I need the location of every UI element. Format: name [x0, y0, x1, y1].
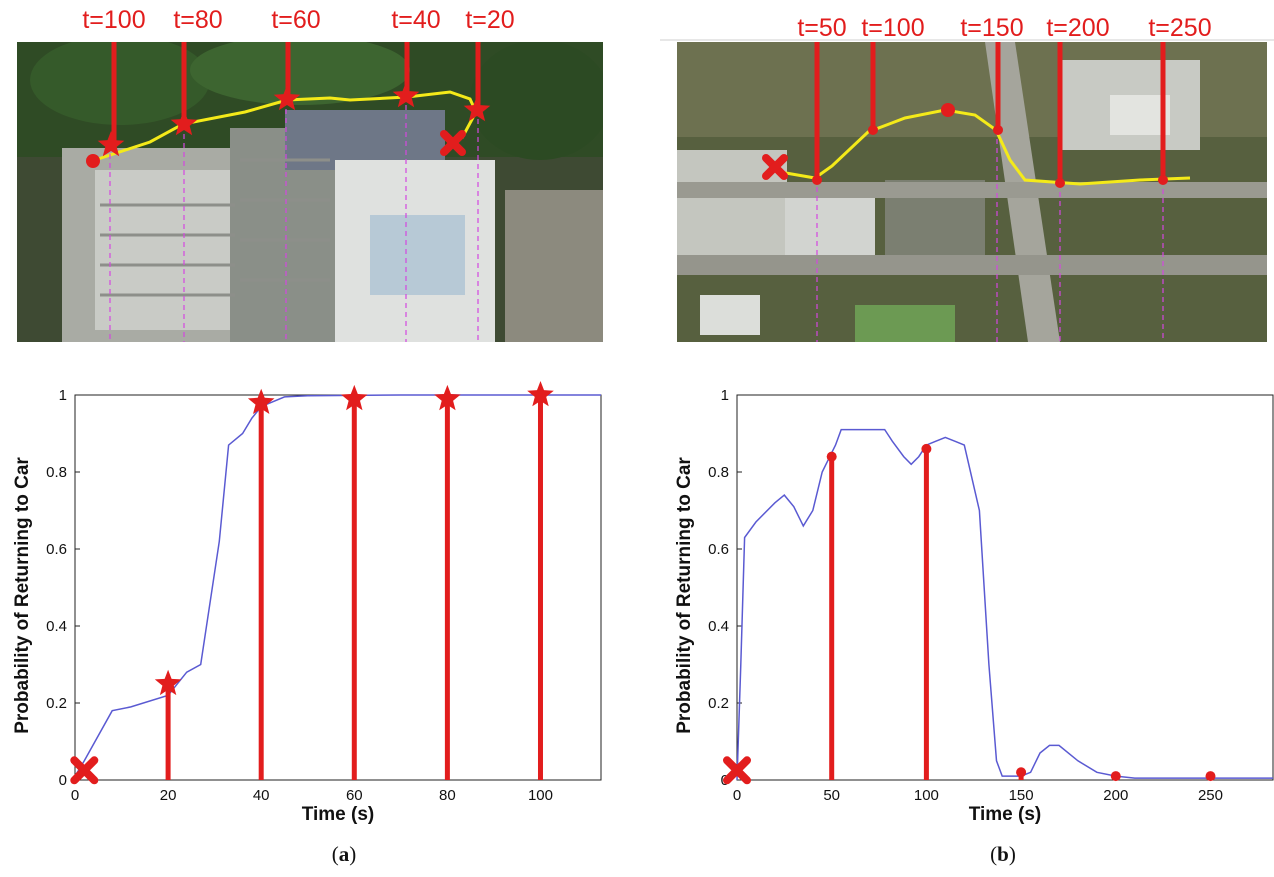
- x-tick-label: 0: [733, 787, 741, 804]
- x-axis-label: Time (s): [969, 804, 1042, 825]
- event-dot-marker: [1205, 771, 1216, 782]
- aerial-map-b: [677, 42, 1267, 342]
- y-tick-label: 0.8: [46, 464, 67, 481]
- y-tick-label: 0.4: [708, 618, 729, 635]
- x-tick-label: 20: [160, 787, 177, 804]
- y-tick-label: 0.2: [708, 695, 729, 712]
- map-time-label: t=80: [173, 6, 222, 34]
- y-tick-label: 0.8: [708, 464, 729, 481]
- star-marker: [392, 82, 420, 108]
- map-time-label: t=20: [465, 6, 514, 34]
- caption-a: (a): [332, 842, 357, 866]
- end-dot-marker: [86, 154, 100, 168]
- y-axis-label: Probability of Returning to Car: [12, 457, 33, 734]
- start-cross-marker: [723, 756, 751, 785]
- dot-marker: [993, 125, 1003, 135]
- x-tick-label: 100: [914, 787, 939, 804]
- event-star-marker: [247, 388, 275, 414]
- plot-area: [736, 394, 1274, 781]
- chart-a: 0 20 40 60 80 100 0 0.2 0.4 0.6 0.8 1 Time (s) Probab…: [12, 381, 602, 825]
- x-tick-label: 60: [346, 787, 363, 804]
- event-dot-marker: [826, 451, 837, 462]
- dot-marker: [1055, 178, 1065, 188]
- x-tick-label: 200: [1103, 787, 1128, 804]
- plot-area: [74, 394, 602, 781]
- star-marker: [463, 96, 491, 122]
- event-star-marker: [341, 384, 368, 411]
- map-time-label: t=60: [271, 6, 320, 34]
- y-tick-label: 0.6: [708, 541, 729, 558]
- x-tick-label: 250: [1198, 787, 1223, 804]
- x-tick-label: 150: [1009, 787, 1034, 804]
- x-axis-label: Time (s): [302, 804, 375, 825]
- map-time-label: t=150: [960, 14, 1023, 42]
- x-tick-label: 40: [253, 787, 270, 804]
- map-b-markers: t=50 t=100 t=150 t=200 t=250: [762, 14, 1212, 188]
- map-time-label: t=50: [797, 14, 846, 42]
- y-tick-label: 0.4: [46, 618, 67, 635]
- event-star-marker: [527, 381, 554, 407]
- event-star-marker: [154, 669, 182, 696]
- event-dot-marker: [1110, 771, 1121, 782]
- x-tick-label: 100: [528, 787, 553, 804]
- x-tick-label: 0: [71, 787, 79, 804]
- y-tick-label: 1: [721, 387, 729, 404]
- y-tick-label: 1: [59, 387, 67, 404]
- y-axis-label: Probability of Returning to Car: [674, 457, 695, 734]
- map-a-markers: t=100 t=80 t=60 t=40 t=20: [82, 6, 515, 168]
- map-time-label: t=200: [1046, 14, 1109, 42]
- event-star-marker: [434, 384, 461, 411]
- end-dot-marker: [941, 103, 955, 117]
- map-time-label: t=100: [861, 14, 924, 42]
- dot-marker: [1158, 175, 1168, 185]
- aerial-map-a: [17, 42, 603, 342]
- start-cross-marker: [762, 154, 788, 180]
- star-marker: [97, 131, 125, 157]
- event-dot-marker: [921, 443, 932, 454]
- map-time-label: t=250: [1148, 14, 1211, 42]
- x-tick-label: 80: [439, 787, 456, 804]
- y-tick-label: 0: [59, 772, 67, 789]
- dot-marker: [812, 175, 822, 185]
- start-cross-marker: [70, 756, 99, 785]
- caption-b: (b): [990, 842, 1016, 866]
- start-cross-marker: [440, 130, 466, 156]
- y-tick-label: 0.2: [46, 695, 67, 712]
- dot-marker: [868, 125, 878, 135]
- x-tick-label: 50: [823, 787, 840, 804]
- star-marker: [273, 85, 301, 111]
- star-marker: [170, 110, 198, 136]
- probability-series-line: [736, 428, 1273, 781]
- map-time-label: t=100: [82, 6, 145, 34]
- y-tick-label: 0.6: [46, 541, 67, 558]
- map-time-label: t=40: [391, 6, 440, 34]
- event-dot-marker: [1016, 767, 1027, 778]
